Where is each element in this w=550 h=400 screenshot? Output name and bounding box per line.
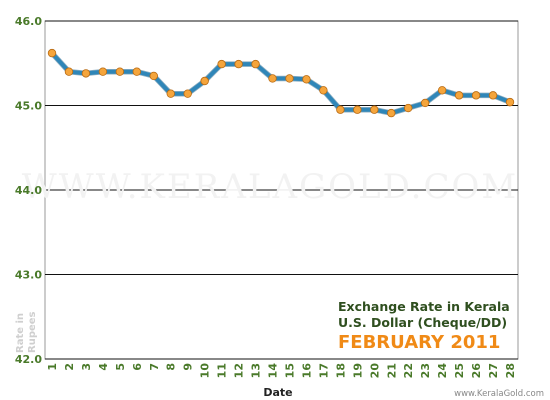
x-tick-label: 28 [504, 363, 517, 378]
data-point [149, 71, 158, 81]
data-point [370, 105, 379, 114]
data-point [47, 48, 57, 58]
data-point [81, 69, 91, 78]
x-tick-label: 4 [97, 363, 110, 371]
grid [44, 20, 519, 360]
data-point [166, 89, 175, 98]
data-point [437, 86, 447, 95]
data-point [454, 91, 464, 100]
y-axis-label-line-2: Rupees [27, 311, 38, 353]
x-axis-ticks: 1 2 3 4 5 6 7 8 9 10 11 12 13 14 15 16 17 18 19 20 21 22 23 24 2… [46, 363, 517, 379]
chart-title: Exchange Rate in Kerala U.S. Dollar (Che… [338, 299, 510, 353]
series-line-path [50, 51, 512, 116]
x-tick-label: 3 [80, 363, 93, 371]
data-point [353, 105, 362, 114]
y-tick-label: 44.0 [15, 184, 42, 197]
x-axis-label: Date [263, 386, 292, 399]
y-axis-label-line-1: Rate in [15, 313, 26, 353]
chart-title-line-1: Exchange Rate in Kerala [338, 299, 510, 314]
x-tick-label: 19 [351, 363, 364, 378]
x-tick-label: 9 [182, 363, 195, 371]
x-tick-label: 1 [46, 363, 59, 371]
x-tick-label: 11 [216, 363, 229, 378]
data-point [200, 76, 209, 86]
x-tick-label: 16 [300, 363, 313, 379]
x-tick-label: 6 [131, 363, 144, 371]
x-tick-label: 12 [233, 363, 246, 378]
x-tick-label: 22 [402, 363, 415, 378]
data-point [505, 97, 515, 107]
x-tick-label: 14 [267, 363, 280, 379]
y-axis-label: Rate in Rupees [15, 311, 38, 353]
x-tick-label: 23 [419, 363, 432, 378]
data-point [471, 91, 481, 100]
x-tick-label: 20 [368, 363, 381, 379]
data-point [98, 67, 108, 76]
x-tick-label: 2 [63, 363, 76, 371]
data-point [336, 105, 345, 114]
y-tick-label: 42.0 [15, 353, 42, 366]
y-tick-label: 46.0 [15, 15, 42, 28]
x-tick-label: 5 [114, 363, 127, 371]
data-point [285, 74, 294, 83]
x-tick-label: 15 [283, 363, 296, 378]
data-points [47, 48, 515, 118]
data-point [302, 75, 311, 84]
credit-text: www.KeralaGold.com [454, 389, 544, 399]
data-point [132, 67, 142, 76]
x-tick-label: 21 [385, 363, 398, 378]
data-point [488, 91, 498, 100]
x-tick-label: 18 [334, 363, 347, 378]
series-line-shadow [49, 50, 513, 116]
data-point [183, 89, 192, 98]
series-line [49, 50, 513, 116]
x-tick-label: 24 [436, 363, 449, 379]
x-tick-label: 8 [165, 363, 178, 371]
x-tick-label: 26 [470, 363, 483, 379]
x-tick-label: 17 [317, 363, 330, 378]
data-point [115, 67, 125, 76]
y-tick-label: 43.0 [15, 269, 42, 282]
data-point [268, 74, 277, 83]
x-tick-label: 13 [250, 363, 263, 378]
x-tick-label: 25 [453, 363, 466, 378]
watermark-text: WWW.KERALAGOLD.COM [22, 167, 518, 207]
data-point [387, 108, 396, 118]
y-tick-label: 45.0 [15, 100, 42, 113]
data-point [404, 103, 413, 113]
data-point [319, 86, 328, 95]
data-point [234, 59, 243, 69]
data-point [217, 59, 226, 69]
y-axis-ticks: 46.0 45.0 44.0 43.0 42.0 [15, 15, 42, 366]
x-tick-label: 7 [148, 363, 161, 371]
x-tick-label: 27 [487, 363, 500, 378]
data-point [64, 67, 74, 76]
chart-subtitle: FEBRUARY 2011 [338, 332, 500, 353]
data-point [420, 98, 430, 108]
chart-title-line-2: U.S. Dollar (Cheque/DD) [338, 315, 507, 330]
x-tick-label: 10 [199, 363, 212, 379]
data-point [251, 59, 260, 69]
